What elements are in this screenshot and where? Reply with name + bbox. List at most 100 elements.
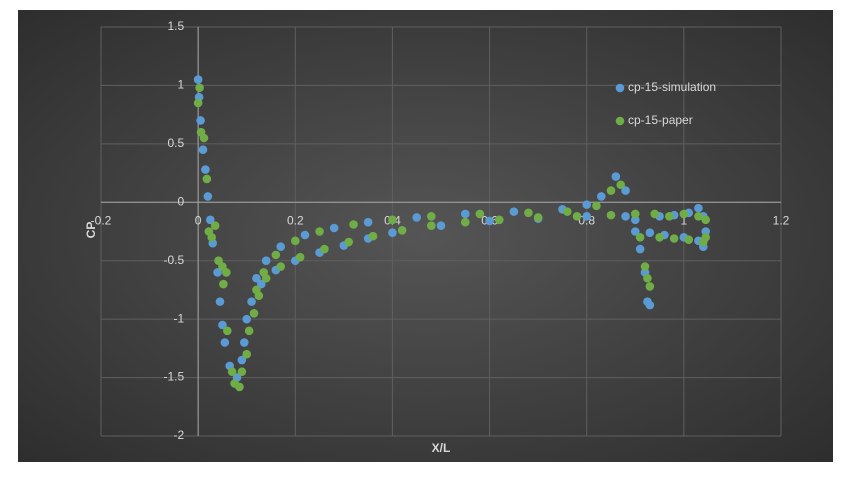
chart-area	[18, 10, 833, 462]
y-tick-label: 1	[177, 78, 184, 92]
y-tick-label: 1.5	[167, 19, 184, 33]
data-point	[219, 279, 228, 289]
data-point	[645, 228, 655, 237]
data-point	[215, 297, 225, 306]
data-point	[193, 75, 203, 84]
data-point	[611, 172, 621, 181]
data-point	[397, 226, 407, 235]
data-point	[249, 309, 259, 318]
data-point	[203, 192, 213, 201]
data-point	[524, 208, 533, 218]
data-point	[684, 235, 694, 244]
data-point	[259, 268, 269, 277]
data-point	[195, 83, 204, 93]
y-tick-label: 0	[177, 194, 184, 208]
legend-label: cp-15-paper	[628, 113, 693, 127]
data-point	[210, 221, 220, 230]
data-point	[436, 221, 446, 230]
y-tick-label: -2	[173, 428, 184, 442]
data-point	[650, 209, 660, 219]
data-point	[271, 250, 281, 260]
data-point	[315, 227, 324, 236]
data-point	[242, 314, 252, 324]
data-point	[616, 180, 626, 190]
data-point	[276, 242, 286, 251]
data-point	[295, 252, 305, 262]
data-point	[645, 300, 655, 310]
data-point	[701, 233, 711, 242]
data-point	[244, 326, 254, 336]
y-tick-label: -0.5	[163, 253, 184, 267]
data-point	[388, 228, 397, 237]
data-point	[582, 200, 592, 209]
data-point	[349, 220, 358, 229]
data-point	[222, 268, 231, 277]
data-point	[237, 367, 247, 377]
data-point	[290, 236, 300, 246]
data-point	[261, 256, 271, 266]
data-point	[621, 186, 630, 195]
data-point	[655, 233, 664, 242]
data-point	[533, 213, 543, 222]
data-point	[329, 223, 339, 233]
data-point	[218, 320, 227, 330]
data-point	[201, 165, 210, 174]
y-tick-label: 0.5	[167, 136, 184, 150]
data-point	[247, 297, 256, 306]
data-point	[256, 279, 266, 289]
legend-label: cp-15-simulation	[628, 80, 716, 94]
data-point	[388, 215, 397, 225]
data-point	[196, 116, 205, 125]
legend-marker	[615, 116, 625, 126]
x-axis-title: X/L	[432, 441, 451, 455]
data-point	[202, 174, 212, 184]
data-point	[205, 215, 215, 225]
data-point	[199, 133, 209, 143]
data-point	[509, 207, 519, 216]
data-point	[368, 231, 378, 241]
x-tick-label: 0	[195, 213, 202, 227]
data-point	[475, 209, 485, 219]
data-point	[562, 207, 572, 216]
y-tick-label: -1	[173, 311, 184, 325]
y-tick-label: -1.5	[163, 370, 184, 384]
data-point	[592, 201, 601, 211]
data-point	[235, 382, 244, 392]
x-tick-label: 0.2	[287, 213, 304, 227]
data-point	[630, 209, 640, 219]
data-point	[701, 215, 711, 225]
data-point	[426, 221, 436, 230]
data-point	[300, 230, 310, 240]
data-point	[645, 282, 655, 291]
data-point	[227, 367, 237, 377]
data-point	[242, 349, 252, 359]
data-point	[664, 212, 674, 221]
data-point	[276, 262, 286, 271]
data-point	[485, 216, 494, 226]
data-point	[198, 145, 208, 154]
data-point	[252, 273, 261, 283]
data-point	[679, 209, 689, 219]
legend-marker	[615, 83, 625, 93]
data-point	[412, 213, 422, 222]
data-point	[494, 215, 504, 225]
data-point	[460, 217, 470, 227]
data-point	[207, 233, 217, 242]
data-point	[630, 227, 640, 236]
data-point	[694, 212, 703, 221]
data-point	[220, 338, 230, 347]
data-point	[606, 186, 616, 195]
data-point	[694, 203, 703, 213]
x-tick-label: 1	[681, 213, 688, 227]
data-point	[363, 217, 373, 227]
data-point	[640, 262, 650, 271]
data-point	[193, 98, 203, 108]
data-point	[320, 244, 329, 254]
data-point	[344, 237, 354, 247]
data-point	[572, 212, 582, 221]
y-axis-title: CP	[84, 222, 98, 239]
data-point	[582, 212, 592, 221]
data-point	[635, 233, 645, 242]
data-point	[237, 355, 247, 365]
data-point	[222, 326, 232, 336]
